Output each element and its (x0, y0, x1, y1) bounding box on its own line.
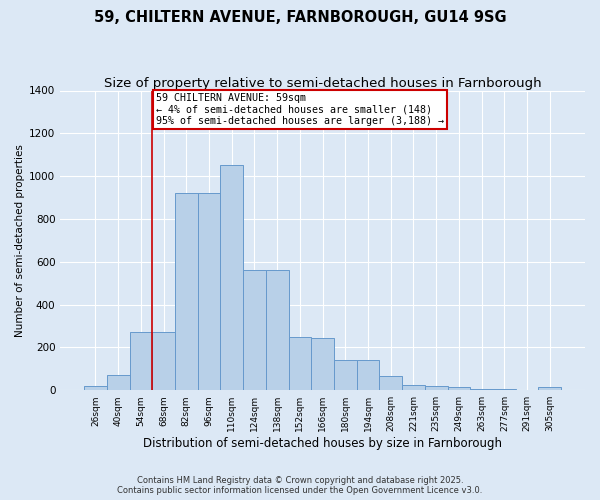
Bar (220, 166, 243, 390)
Bar (470, 389, 493, 390)
Bar (538, 387, 561, 390)
Bar (334, 360, 357, 390)
Bar (198, 194, 220, 390)
Text: 59, CHILTERN AVENUE, FARNBOROUGH, GU14 9SG: 59, CHILTERN AVENUE, FARNBOROUGH, GU14 9… (94, 10, 506, 25)
Bar (357, 360, 379, 390)
Bar (107, 375, 130, 390)
Bar (448, 387, 470, 390)
Bar (130, 332, 152, 390)
Bar (379, 376, 402, 390)
Text: Contains HM Land Registry data © Crown copyright and database right 2025.
Contai: Contains HM Land Registry data © Crown c… (118, 476, 482, 495)
Bar (152, 332, 175, 390)
Title: Size of property relative to semi-detached houses in Farnborough: Size of property relative to semi-detach… (104, 78, 541, 90)
Y-axis label: Number of semi-detached properties: Number of semi-detached properties (15, 144, 25, 337)
X-axis label: Distribution of semi-detached houses by size in Farnborough: Distribution of semi-detached houses by … (143, 437, 502, 450)
Bar (243, 270, 266, 390)
Bar (402, 385, 425, 390)
Bar (425, 386, 448, 390)
Bar (266, 270, 289, 390)
Text: 59 CHILTERN AVENUE: 59sqm
← 4% of semi-detached houses are smaller (148)
95% of : 59 CHILTERN AVENUE: 59sqm ← 4% of semi-d… (155, 92, 443, 126)
Bar (311, 338, 334, 390)
Bar (493, 389, 516, 390)
Bar (175, 194, 198, 390)
Bar (289, 336, 311, 390)
Bar (84, 386, 107, 390)
